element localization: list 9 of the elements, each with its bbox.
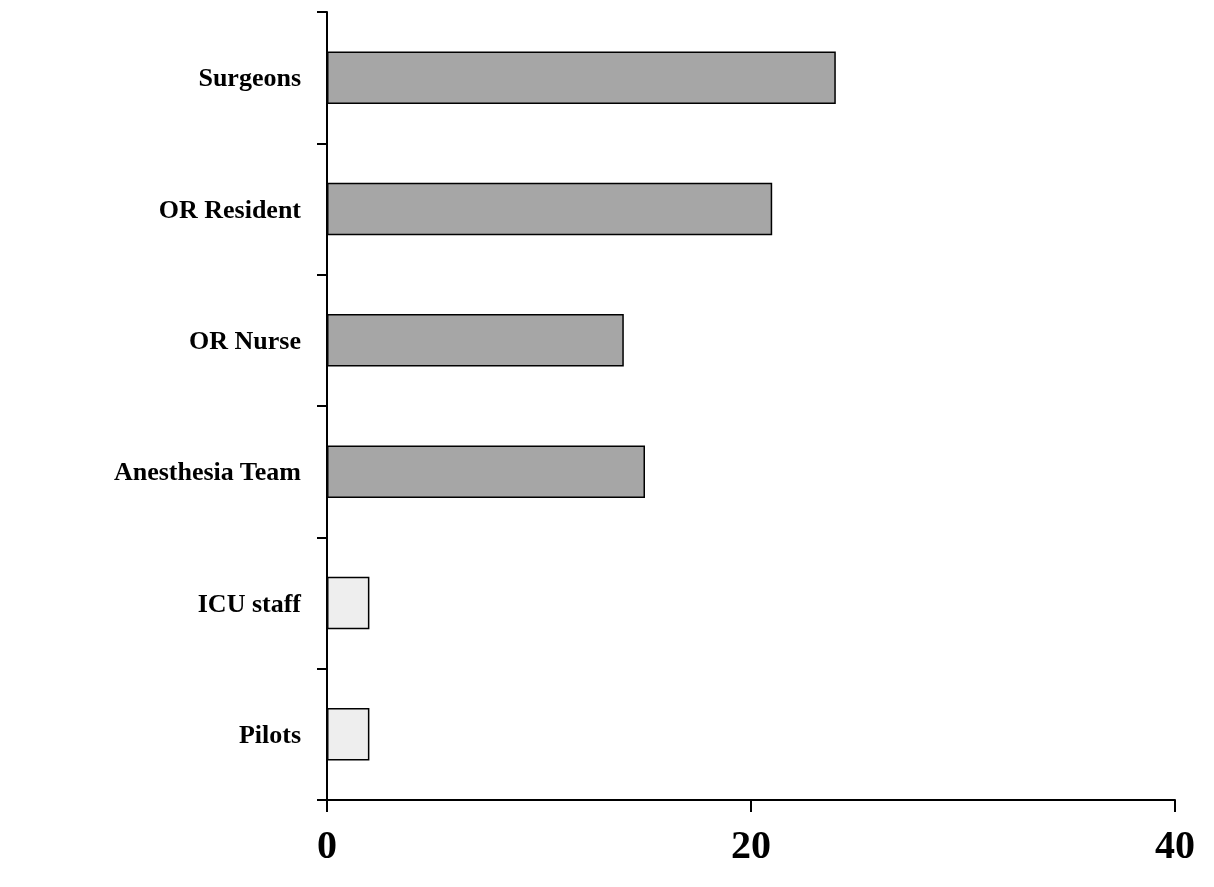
x-tick-label: 20 bbox=[731, 821, 771, 867]
x-tick-label: 40 bbox=[1155, 821, 1195, 867]
y-tick-label: Pilots bbox=[238, 719, 301, 749]
y-tick-label: OR Resident bbox=[158, 194, 302, 224]
y-tick-label: Surgeons bbox=[198, 63, 301, 93]
x-tick-label: 0 bbox=[317, 821, 337, 867]
y-tick-label: OR Nurse bbox=[189, 325, 301, 355]
y-tick-label: ICU staff bbox=[197, 588, 302, 618]
y-tick-label: Anesthesia Team bbox=[113, 457, 302, 487]
